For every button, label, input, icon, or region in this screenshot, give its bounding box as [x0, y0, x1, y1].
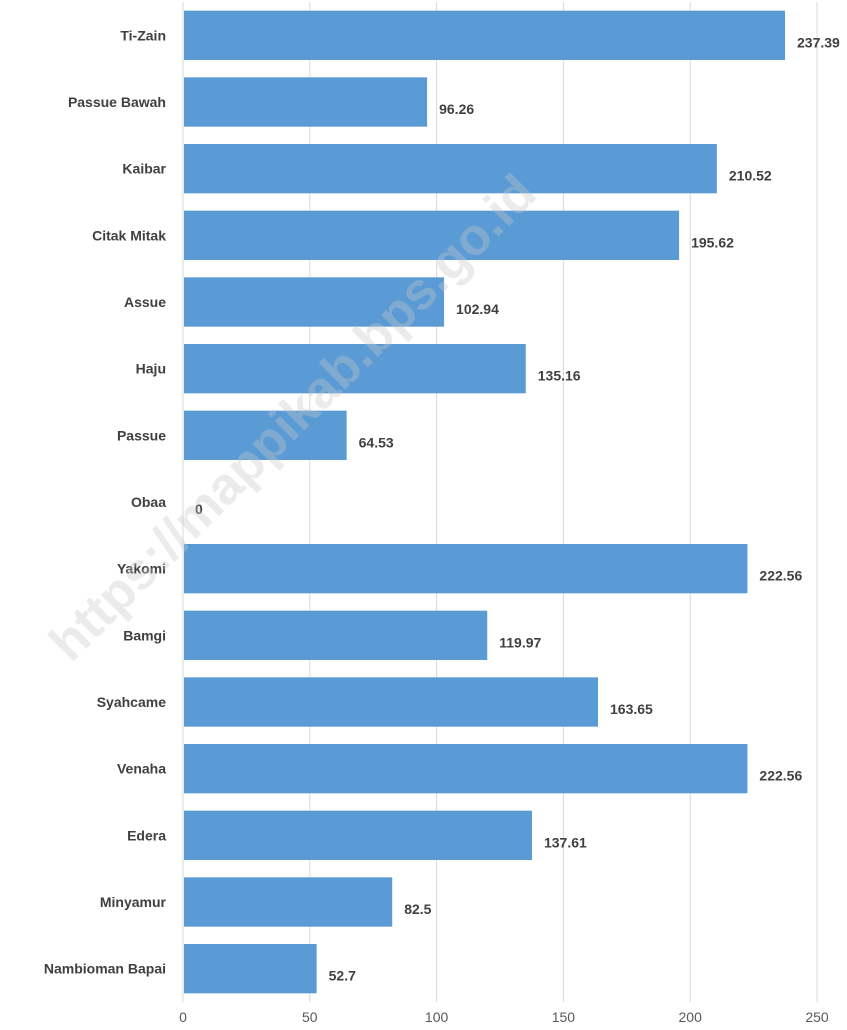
bar: [184, 610, 488, 660]
data-label: 102.94: [456, 301, 499, 317]
category-label: Assue: [124, 294, 166, 310]
bar: [184, 277, 445, 327]
x-tick-label: 50: [302, 1009, 318, 1025]
category-label: Passue Bawah: [68, 94, 166, 110]
category-label: Citak Mitak: [92, 227, 166, 243]
data-label: 137.61: [544, 834, 587, 850]
category-labels: Ti-Zain Passue Bawah Kaibar Citak Mitak Assu…: [44, 27, 167, 976]
x-tick-label: 200: [679, 1009, 703, 1025]
data-label: 135.16: [538, 368, 581, 384]
data-label: 222.56: [759, 768, 802, 784]
category-label: Passue: [117, 427, 166, 443]
category-label: Edera: [127, 827, 166, 843]
data-label: 119.97: [499, 634, 541, 650]
bar: [184, 944, 317, 994]
category-label: Yakomi: [117, 561, 166, 577]
x-tick-label: 150: [552, 1009, 576, 1025]
category-label: Bamgi: [123, 627, 166, 643]
data-label: 64.53: [359, 434, 394, 450]
bar: [184, 144, 717, 194]
data-label: 222.56: [759, 568, 802, 584]
bar: [184, 77, 428, 127]
category-label: Syahcame: [97, 694, 166, 710]
x-tick-label: 100: [425, 1009, 449, 1025]
value-labels: 237.39 96.26 210.52 195.62 102.94 135.16 64.53…: [195, 34, 840, 983]
category-label: Obaa: [131, 494, 166, 510]
x-axis-tick-labels: 0 50 100 150 200 250: [179, 1009, 829, 1025]
data-label: 82.5: [404, 901, 431, 917]
data-label: 52.7: [329, 968, 356, 984]
category-label: Haju: [136, 361, 166, 377]
bar: [184, 10, 786, 60]
bar: [184, 677, 599, 727]
category-label: Ti-Zain: [120, 27, 166, 43]
category-label: Kaibar: [122, 161, 166, 177]
x-tick-label: 250: [805, 1009, 829, 1025]
bar: [184, 877, 393, 927]
bar: [184, 210, 680, 260]
bar: [184, 744, 748, 794]
category-label: Minyamur: [100, 894, 167, 910]
bar: [184, 544, 748, 594]
bar: [184, 344, 526, 394]
data-label: 96.26: [439, 101, 474, 117]
x-tick-label: 0: [179, 1009, 187, 1025]
data-label: 163.65: [610, 701, 653, 717]
bars: [184, 10, 786, 994]
data-label: 210.52: [729, 168, 772, 184]
data-label: 237.39: [797, 34, 840, 50]
category-label: Nambioman Bapai: [44, 961, 166, 977]
bar: [184, 410, 347, 460]
data-label: 195.62: [691, 234, 734, 250]
category-label: Venaha: [117, 761, 166, 777]
data-label: 0: [195, 501, 203, 517]
bar: [184, 810, 532, 860]
